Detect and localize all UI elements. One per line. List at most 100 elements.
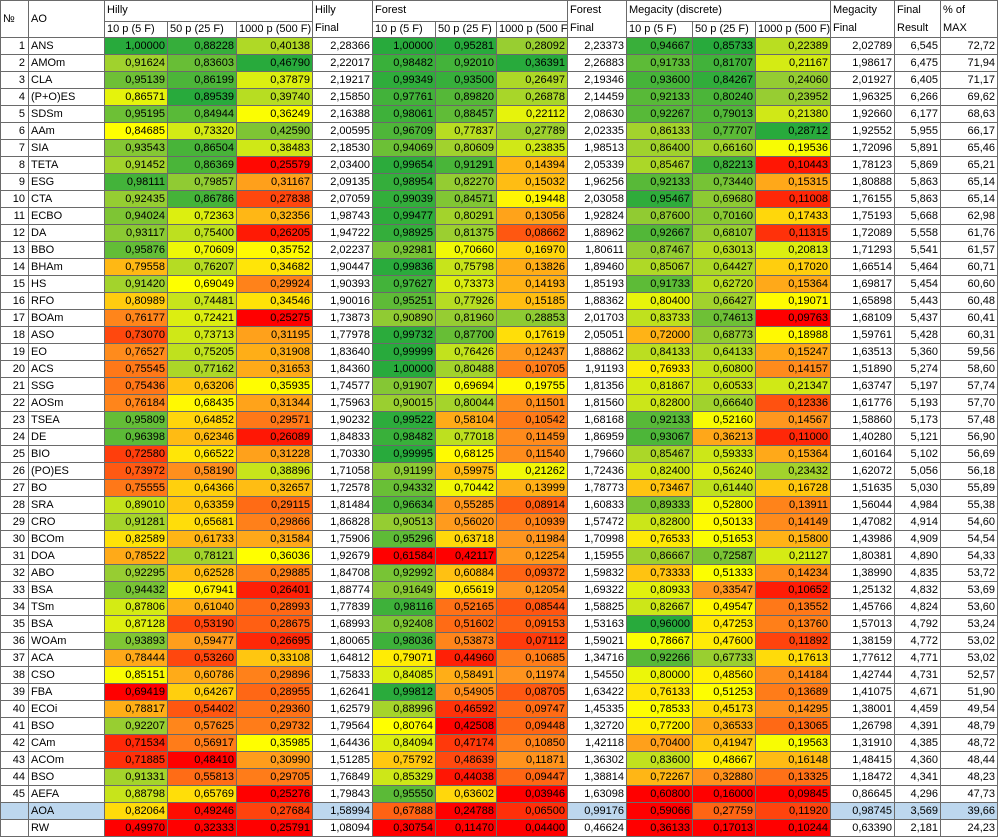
algorithm-name: BO — [28, 479, 105, 497]
value-cell: 0,17020 — [755, 258, 831, 276]
row-number: 17 — [0, 309, 29, 327]
value-cell: 0,95876 — [104, 241, 168, 259]
value-cell: 0,96709 — [372, 122, 436, 140]
value-cell: 0,23432 — [755, 462, 831, 480]
table-row: 4 (P+O)ES 0,86571 0,89539 0,39740 2,15850 0,97… — [0, 88, 998, 106]
value-cell: 1,86959 — [567, 428, 627, 446]
value-cell: 0,94069 — [372, 139, 436, 157]
value-cell: 2,07059 — [312, 190, 373, 208]
value-cell: 1,47082 — [830, 513, 895, 531]
table-row: 31 DOA 0,78522 0,78121 0,36036 1,92679 0,61584… — [0, 547, 998, 565]
value-cell: 0,34546 — [236, 292, 313, 310]
value-cell: 2,23373 — [567, 37, 627, 55]
table-row: 8 TETA 0,91452 0,86369 0,25579 2,03400 0,99654… — [0, 156, 998, 174]
value-cell: 0,78533 — [626, 700, 693, 718]
value-cell: 0,26497 — [496, 71, 568, 89]
value-cell: 2,15850 — [312, 88, 373, 106]
value-cell: 0,09448 — [496, 717, 568, 735]
value-cell: 0,80609 — [435, 139, 497, 157]
value-cell: 0,75792 — [372, 751, 436, 769]
value-cell: 5,955 — [894, 122, 941, 140]
value-cell: 0,06500 — [496, 802, 568, 820]
value-cell: 48,79 — [940, 717, 998, 735]
value-cell: 0,08662 — [496, 224, 568, 242]
value-cell: 0,70660 — [435, 241, 497, 259]
value-cell: 0,76177 — [104, 309, 168, 327]
value-cell: 0,86199 — [167, 71, 237, 89]
value-cell: 1,60833 — [567, 496, 627, 514]
value-cell: 0,64267 — [167, 683, 237, 701]
algorithm-name: SRA — [28, 496, 105, 514]
value-cell: 0,23952 — [755, 88, 831, 106]
row-number: 10 — [0, 190, 29, 208]
value-cell: 0,21380 — [755, 105, 831, 123]
value-cell: 0,36391 — [496, 54, 568, 72]
algorithm-name: BSA — [28, 581, 105, 599]
value-cell: 0,93500 — [435, 71, 497, 89]
value-cell: 0,13760 — [755, 615, 831, 633]
value-cell: 4,459 — [894, 700, 941, 718]
algorithm-name: ECBO — [28, 207, 105, 225]
value-cell: 0,92408 — [372, 615, 436, 633]
value-cell: 1,62579 — [312, 700, 373, 718]
table-row: 43 ACOm 0,71885 0,48410 0,30990 1,51285 0,7579… — [0, 751, 998, 769]
value-cell: 0,10652 — [755, 581, 831, 599]
value-cell: 0,65769 — [167, 785, 237, 803]
table-row: 9 ESG 0,98111 0,79857 0,31167 2,09135 0,98954 0… — [0, 173, 998, 191]
value-cell: 0,83733 — [626, 309, 693, 327]
value-cell: 0,90890 — [372, 309, 436, 327]
value-cell: 1,45335 — [567, 700, 627, 718]
value-cell: 1,72436 — [567, 462, 627, 480]
value-cell: 54,54 — [940, 530, 998, 548]
value-cell: 4,341 — [894, 768, 941, 786]
value-cell: 0,92981 — [372, 241, 436, 259]
row-number: 43 — [0, 751, 29, 769]
value-cell: 1,68993 — [312, 615, 373, 633]
value-cell: 2,19217 — [312, 71, 373, 89]
value-cell: 0,15185 — [496, 292, 568, 310]
value-cell: 1,89460 — [567, 258, 627, 276]
value-cell: 0,37879 — [236, 71, 313, 89]
value-cell: 0,21127 — [755, 547, 831, 565]
value-cell: 65,14 — [940, 173, 998, 191]
value-cell: 0,14234 — [755, 564, 831, 582]
value-cell: 58,60 — [940, 360, 998, 378]
value-cell: 0,92133 — [626, 173, 693, 191]
value-cell: 4,835 — [894, 564, 941, 582]
value-cell: 0,11920 — [755, 802, 831, 820]
table-row: 13 BBO 0,95876 0,70609 0,35752 2,02237 0,92981… — [0, 241, 998, 259]
value-cell: 0,15800 — [755, 530, 831, 548]
value-cell: 0,39740 — [236, 88, 313, 106]
value-cell: 0,23835 — [496, 139, 568, 157]
algorithm-name: SSG — [28, 377, 105, 395]
value-cell: 1,76155 — [830, 190, 895, 208]
value-cell: 0,91733 — [626, 275, 693, 293]
value-cell: 4,909 — [894, 530, 941, 548]
value-cell: 5,274 — [894, 360, 941, 378]
value-cell: 0,13056 — [496, 207, 568, 225]
value-cell: 0,30990 — [236, 751, 313, 769]
value-cell: 0,27789 — [496, 122, 568, 140]
value-cell: 0,85733 — [692, 37, 756, 55]
value-cell: 0,88798 — [104, 785, 168, 803]
value-cell: 1,63098 — [567, 785, 627, 803]
value-cell: 0,80989 — [104, 292, 168, 310]
value-cell: 1,80065 — [312, 632, 373, 650]
value-cell: 68,63 — [940, 105, 998, 123]
value-cell: 0,47174 — [435, 734, 497, 752]
row-number: 44 — [0, 768, 29, 786]
algorithm-name: SIA — [28, 139, 105, 157]
value-cell: 0,63013 — [692, 241, 756, 259]
table-row: 27 BO 0,75555 0,64366 0,32657 1,72578 0,94332 0… — [0, 479, 998, 497]
value-cell: 53,69 — [940, 581, 998, 599]
value-cell: 0,91281 — [104, 513, 168, 531]
value-cell: 0,99176 — [567, 802, 627, 820]
row-number: 40 — [0, 700, 29, 718]
algorithm-name: WOAm — [28, 632, 105, 650]
value-cell: 0,32333 — [167, 819, 237, 837]
value-cell: 60,41 — [940, 309, 998, 327]
value-cell: 0,99039 — [372, 190, 436, 208]
value-cell: 0,60884 — [435, 564, 497, 582]
value-cell: 5,464 — [894, 258, 941, 276]
